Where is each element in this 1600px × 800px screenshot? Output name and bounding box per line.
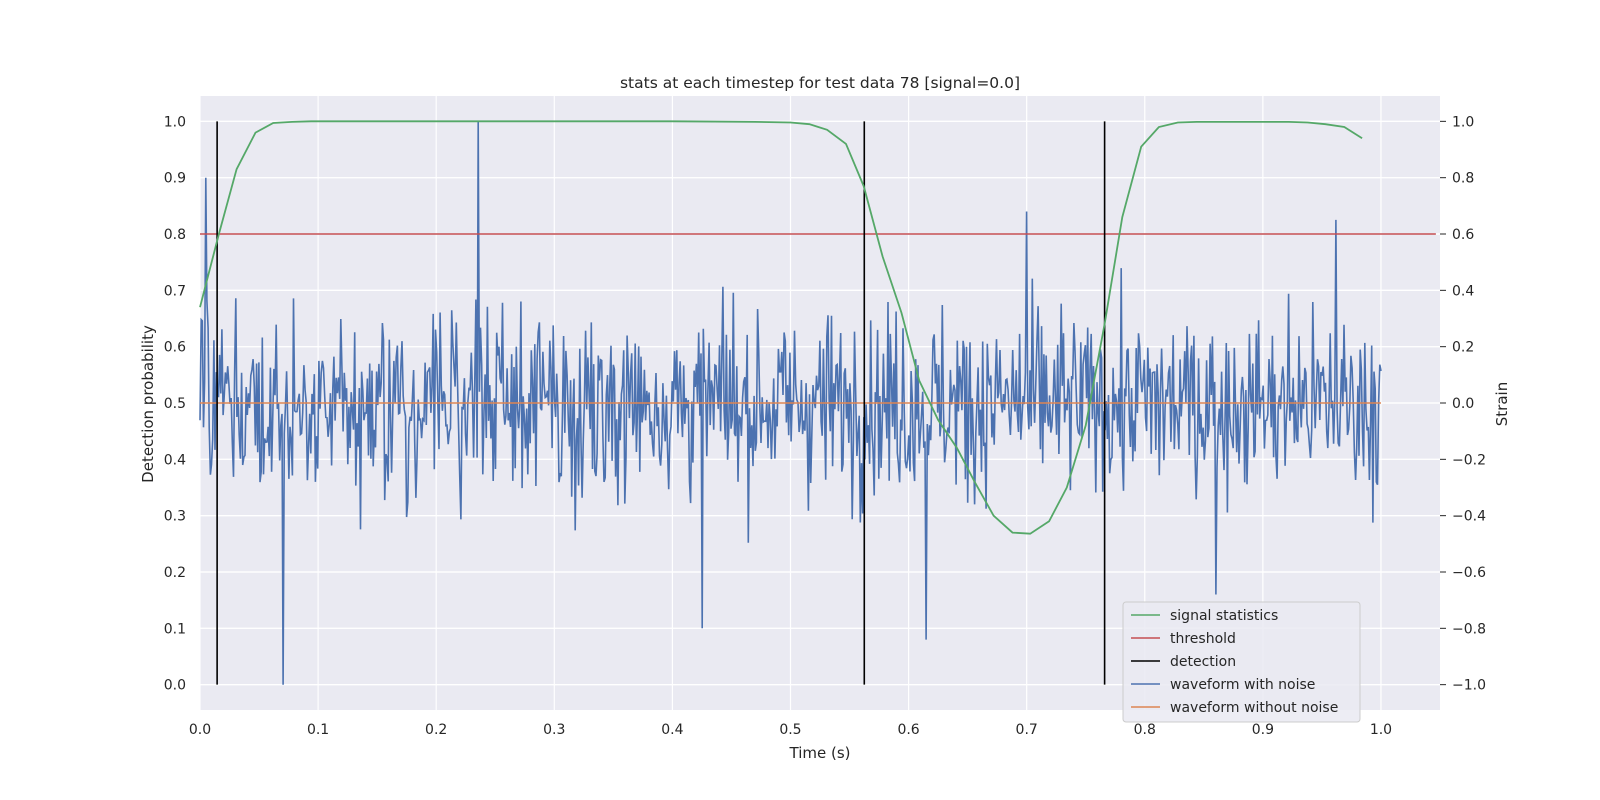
legend-label-waveform-without-noise: waveform without noise <box>1170 700 1338 716</box>
legend-label-threshold: threshold <box>1170 631 1236 647</box>
x-axis-label: Time (s) <box>789 744 851 762</box>
y-tick-label: 0.2 <box>164 565 186 581</box>
legend-frame <box>1122 601 1361 723</box>
y-tick-label: 0.1 <box>164 621 186 637</box>
x-tick-label: 0.2 <box>425 722 447 738</box>
x-tick-label: 0.1 <box>307 722 329 738</box>
x-tick-label: 0.7 <box>1016 722 1038 738</box>
chart-title: stats at each timestep for test data 78 … <box>620 74 1020 92</box>
y2-tick-label: 1.0 <box>1452 114 1474 130</box>
y2-tick-label: −0.4 <box>1452 509 1486 525</box>
y-tick-label: 1.0 <box>164 114 186 130</box>
legend: signal statistics threshold detection wa… <box>1122 601 1361 723</box>
y2-tick-label: −0.2 <box>1452 452 1486 468</box>
y2-tick-label: −0.8 <box>1452 621 1486 637</box>
x-tick-label: 0.6 <box>897 722 919 738</box>
y2-tick-label: 0.6 <box>1452 227 1474 243</box>
y-tick-label: 0.6 <box>164 340 186 356</box>
y2-tick-label: 0.2 <box>1452 340 1474 356</box>
x-tick-label: 0.9 <box>1252 722 1274 738</box>
y-tick-label: 0.5 <box>164 396 186 412</box>
y2-tick-label: 0.4 <box>1452 283 1474 299</box>
x-tick-label: 0.8 <box>1134 722 1156 738</box>
series-waveform-with-noise <box>199 121 1382 685</box>
y2-tick-label: −1.0 <box>1452 678 1486 694</box>
y2-tick-label: −0.6 <box>1452 565 1486 581</box>
x-tick-label: 0.3 <box>543 722 565 738</box>
y-tick-label: 0.0 <box>164 678 186 694</box>
x-tick-label: 0.5 <box>779 722 801 738</box>
legend-label-waveform-with-noise: waveform with noise <box>1170 677 1315 693</box>
series-signal-statistics <box>199 120 1363 535</box>
y-tick-label: 0.4 <box>164 452 186 468</box>
legend-label-signal-statistics: signal statistics <box>1170 608 1278 624</box>
y-axis-label: Detection probability <box>139 325 157 483</box>
y-tick-label: 0.8 <box>164 227 186 243</box>
y2-axis-label: Strain <box>1493 382 1511 426</box>
x-tick-label: 1.0 <box>1370 722 1392 738</box>
y-tick-label: 0.9 <box>164 171 186 187</box>
y-tick-label: 0.7 <box>164 283 186 299</box>
x-tick-label: 0.4 <box>661 722 683 738</box>
y2-tick-label: 0.8 <box>1452 171 1474 187</box>
legend-label-detection: detection <box>1170 654 1236 670</box>
series-layer <box>199 120 1436 685</box>
y-tick-label: 0.3 <box>164 509 186 525</box>
x-tick-label: 0.0 <box>189 722 211 738</box>
y2-tick-label: 0.0 <box>1452 396 1474 412</box>
axis-ticks: 0.0 0.1 0.2 0.3 0.4 0.5 0.6 0.7 0.8 0.9 1.0 0.0 0.1 0… <box>164 114 1486 738</box>
